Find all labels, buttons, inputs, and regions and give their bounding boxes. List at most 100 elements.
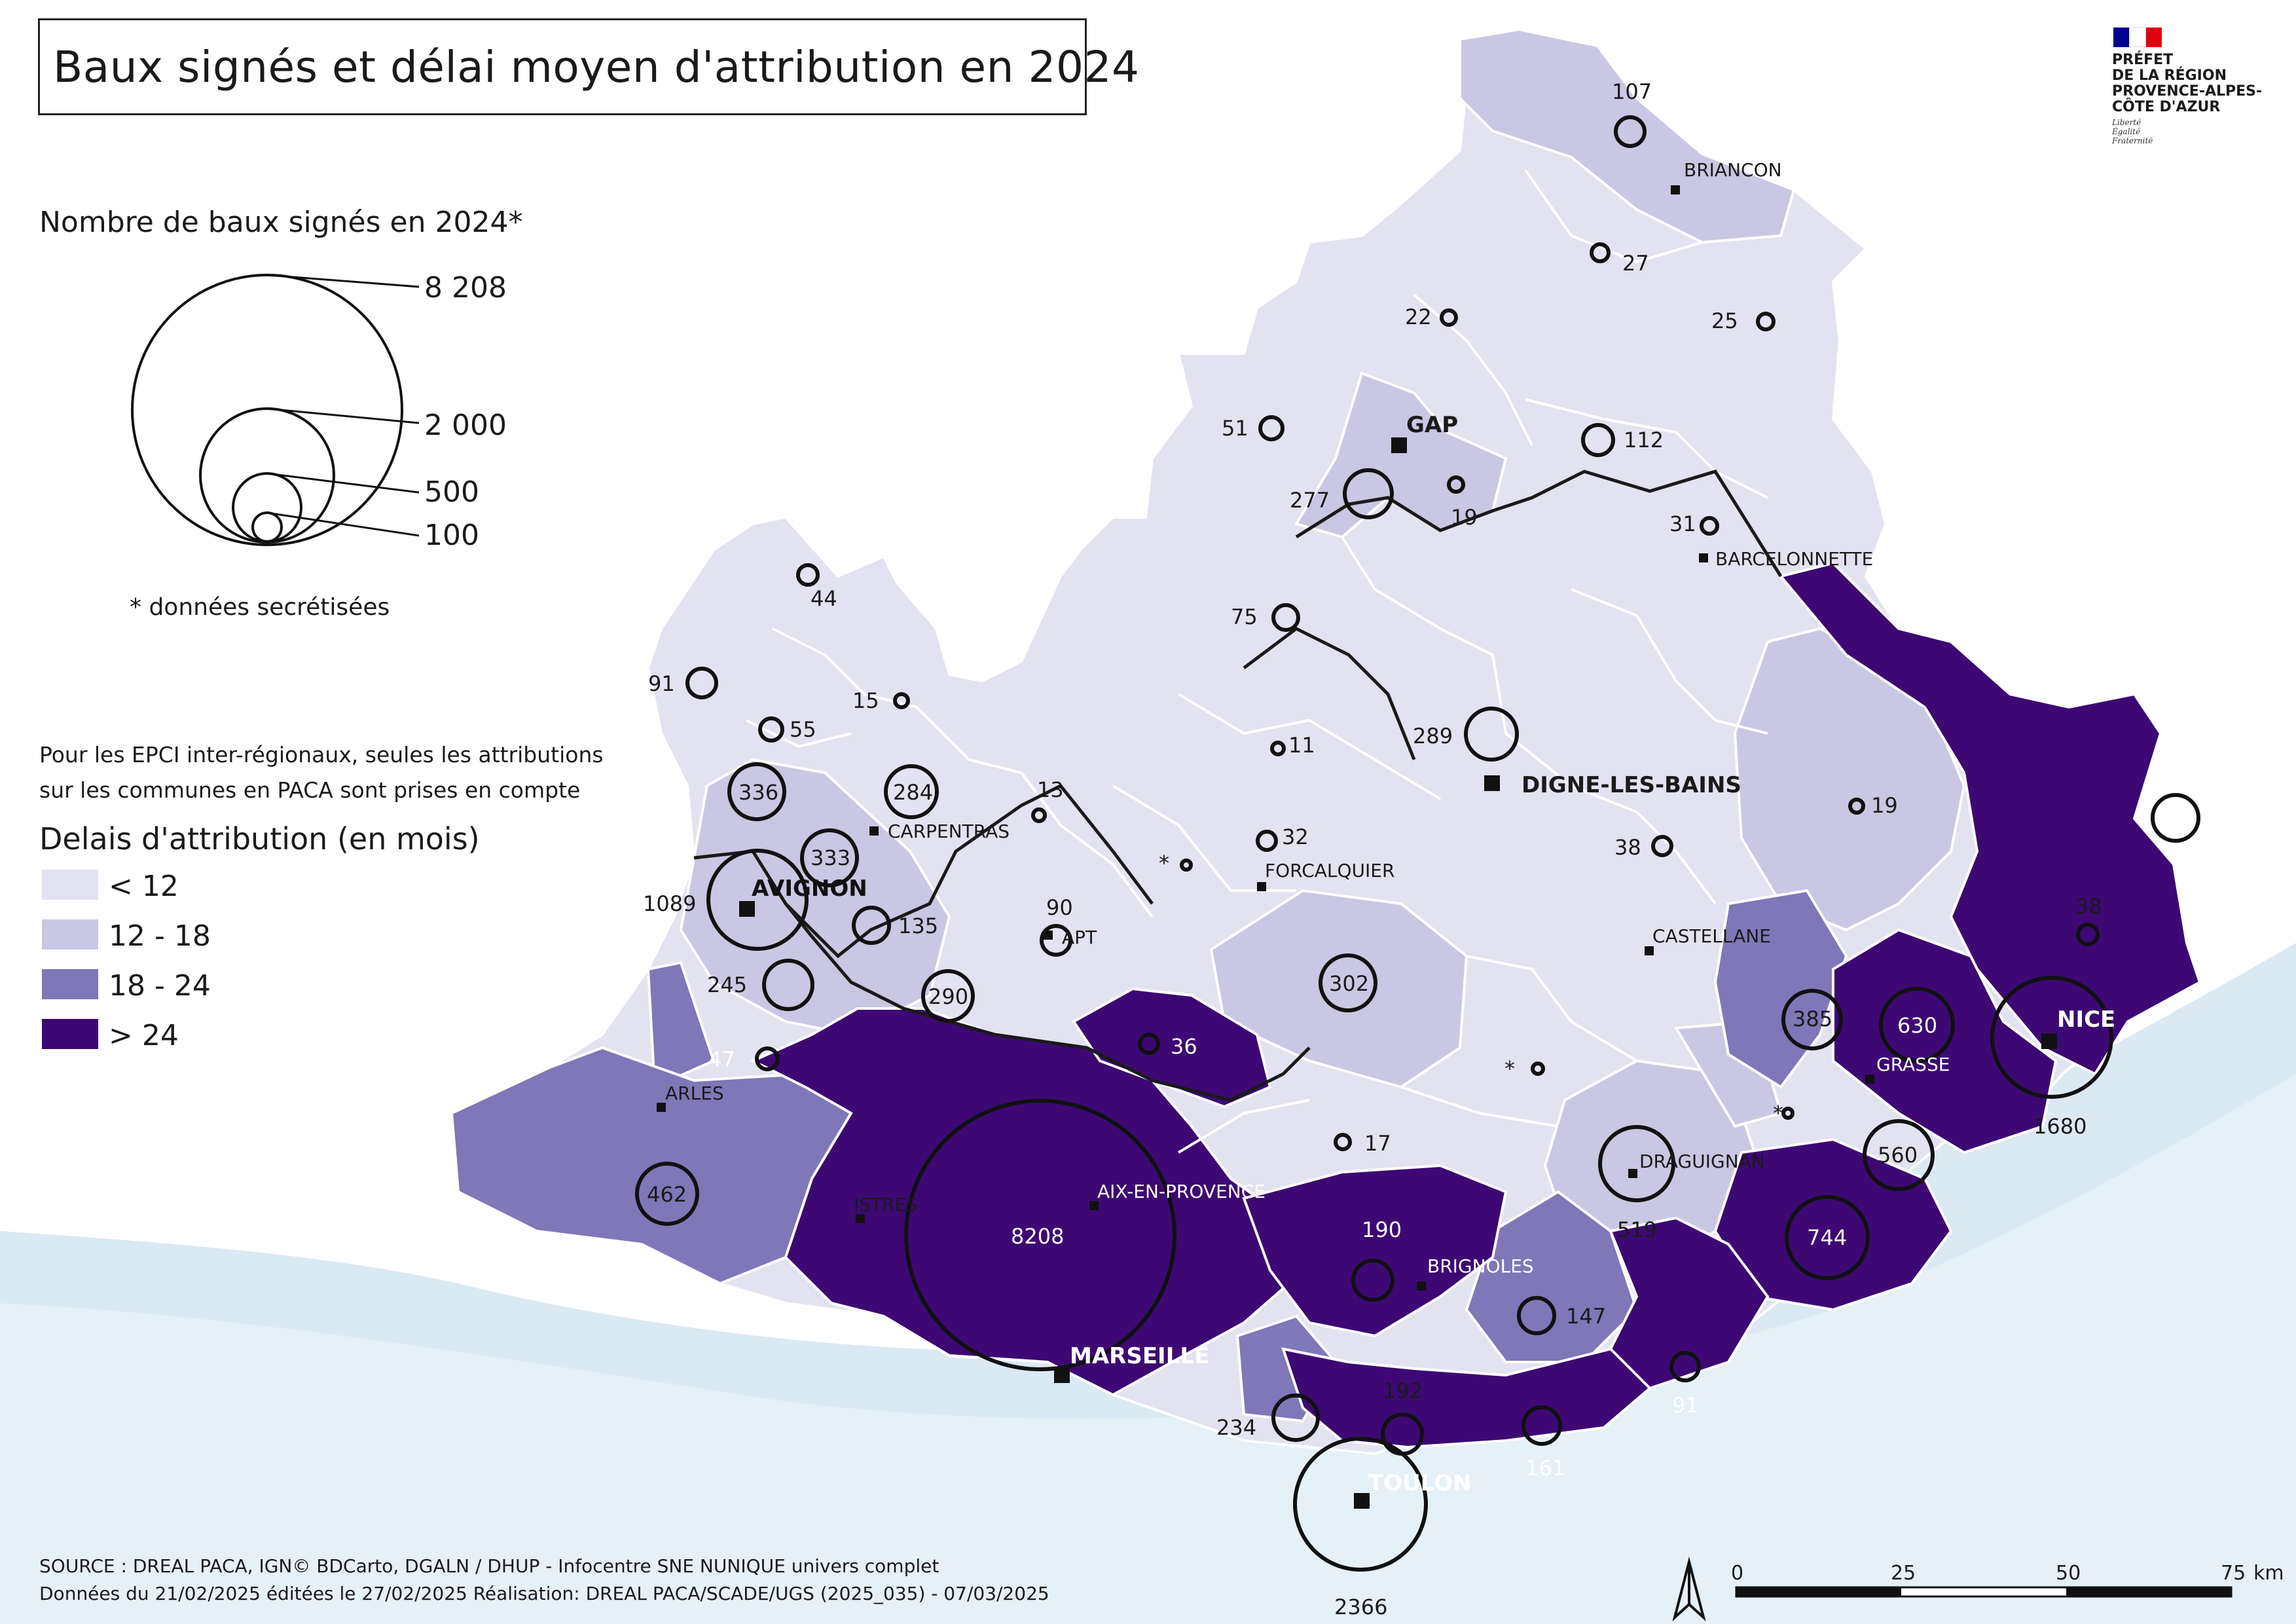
logo-motto-2: Égalité bbox=[2112, 127, 2141, 136]
logo-motto-1: Liberté bbox=[2112, 118, 2141, 127]
value-333: 333 bbox=[811, 845, 851, 870]
value-234: 234 bbox=[1216, 1415, 1257, 1440]
value-2366: 2366 bbox=[1334, 1595, 1388, 1619]
value-19-ubaye: 19 bbox=[1451, 505, 1478, 530]
value-91-cotes: 91 bbox=[1672, 1393, 1699, 1418]
epci-note-line-2: sur les communes en PACA sont prises en … bbox=[39, 777, 581, 803]
city-label-forcalquier: FORCALQUIER bbox=[1265, 860, 1395, 881]
city-label-marseille: MARSEILLE bbox=[1070, 1343, 1210, 1369]
value-13: 13 bbox=[1037, 777, 1064, 802]
class-over-24 bbox=[750, 561, 2202, 1449]
north-arrow bbox=[1672, 1557, 1706, 1621]
value-19-haut-var: 19 bbox=[1871, 793, 1898, 818]
source-line-1: SOURCE : DREAL PACA, IGN© BDCarto, DGALN… bbox=[39, 1555, 939, 1577]
swatch-over-24 bbox=[42, 1019, 98, 1049]
epci-note-line-1: Pour les EPCI inter-régionaux, seules le… bbox=[39, 742, 604, 767]
city-label-barcelonnette: BARCELONNETTE bbox=[1715, 548, 1874, 570]
size-legend-8208: 8 208 bbox=[424, 271, 507, 304]
value-51: 51 bbox=[1222, 416, 1248, 441]
city-label-brignoles: BRIGNOLES bbox=[1427, 1255, 1534, 1277]
swatch-12-18 bbox=[42, 919, 98, 950]
border-hautes-alpes bbox=[1295, 470, 1783, 578]
value-519: 519 bbox=[1617, 1217, 1658, 1242]
size-legend-500: 500 bbox=[424, 475, 479, 509]
logo-line-3: PROVENCE-ALPES- bbox=[2112, 83, 2263, 100]
value-32: 32 bbox=[1282, 824, 1309, 849]
value-27: 27 bbox=[1622, 251, 1649, 276]
logo-line-4: CÔTE D'AZUR bbox=[2112, 99, 2221, 115]
city-label-gap: GAP bbox=[1406, 412, 1459, 438]
size-legend-circles bbox=[131, 274, 403, 546]
value-38-digne: 38 bbox=[1614, 835, 1641, 860]
delay-legend-heading: Delais d'attribution (en mois) bbox=[39, 821, 480, 857]
city-label-avignon: AVIGNON bbox=[752, 876, 867, 902]
value-75: 75 bbox=[1231, 604, 1258, 629]
value-630: 630 bbox=[1897, 1013, 1938, 1038]
city-label-arles: ARLES bbox=[665, 1082, 724, 1104]
value-112: 112 bbox=[1624, 428, 1664, 452]
value-190: 190 bbox=[1362, 1217, 1402, 1242]
scale-tick-75: 75 bbox=[2221, 1562, 2246, 1585]
epci-borders bbox=[746, 169, 1768, 1154]
city-label-toulon: TOULON bbox=[1368, 1470, 1472, 1496]
value-744: 744 bbox=[1807, 1225, 1848, 1250]
value-336: 336 bbox=[738, 780, 779, 805]
size-legend-heading: Nombre de baux signés en 2024* bbox=[39, 206, 523, 239]
value-star-var: * bbox=[1504, 1056, 1515, 1081]
value-1680: 1680 bbox=[2033, 1114, 2087, 1139]
value-star-esterel: * bbox=[1773, 1101, 1783, 1126]
swatch-18-24 bbox=[42, 969, 98, 999]
value-22: 22 bbox=[1405, 304, 1432, 329]
border-ubaye bbox=[1243, 627, 1416, 760]
value-1089: 1089 bbox=[643, 891, 697, 916]
size-legend-100: 100 bbox=[424, 519, 479, 552]
source-line-2: Données du 21/02/2025 éditées le 27/02/2… bbox=[39, 1583, 1049, 1604]
city-label-castellane: CASTELLANE bbox=[1652, 925, 1771, 947]
value-8208: 8208 bbox=[1011, 1224, 1065, 1249]
scale-tick-25: 25 bbox=[1891, 1562, 1916, 1585]
value-38-cotes: 38 bbox=[2075, 894, 2102, 919]
city-label-apt: APT bbox=[1062, 927, 1097, 948]
class-18-24 bbox=[450, 889, 1848, 1423]
value-385: 385 bbox=[1793, 1006, 1833, 1031]
size-legend-leaders bbox=[266, 274, 420, 537]
value-284: 284 bbox=[893, 780, 934, 805]
value-17: 17 bbox=[1364, 1131, 1391, 1156]
logo-line-2: DE LA RÉGION bbox=[2112, 67, 2227, 84]
city-markers bbox=[657, 185, 2057, 1509]
delay-class-2: 12 - 18 bbox=[109, 919, 211, 953]
value-47: 47 bbox=[708, 1047, 735, 1072]
flag-icon bbox=[2113, 28, 2162, 47]
value-44: 44 bbox=[811, 586, 837, 611]
value-161: 161 bbox=[1525, 1456, 1566, 1481]
value-135: 135 bbox=[898, 913, 939, 938]
value-90: 90 bbox=[1046, 895, 1073, 920]
value-25: 25 bbox=[1711, 308, 1738, 333]
value-290: 290 bbox=[928, 984, 969, 1009]
border-vaucluse bbox=[784, 783, 1154, 959]
swatch-under-12 bbox=[42, 870, 98, 900]
value-147: 147 bbox=[1566, 1304, 1607, 1329]
map-title: Baux signés et délai moyen d'attribution… bbox=[53, 41, 1140, 92]
value-31: 31 bbox=[1669, 511, 1696, 536]
logo-line-1: PRÉFET bbox=[2112, 52, 2174, 68]
value-91-vaucluse: 91 bbox=[648, 671, 675, 696]
size-legend-2000: 2 000 bbox=[424, 409, 507, 442]
city-label-digne: DIGNE-LES-BAINS bbox=[1522, 772, 1741, 798]
value-277: 277 bbox=[1290, 488, 1330, 513]
city-label-aix: AIX-EN-PROVENCE bbox=[1097, 1181, 1266, 1202]
city-label-briancon: BRIANCON bbox=[1684, 159, 1782, 181]
city-label-carpentras: CARPENTRAS bbox=[888, 821, 1010, 842]
secret-note: * données secrétisées bbox=[130, 594, 390, 621]
value-241: 241 bbox=[2157, 763, 2198, 788]
title-box: Baux signés et délai moyen d'attribution… bbox=[38, 18, 1139, 115]
scale-unit: km bbox=[2253, 1562, 2284, 1585]
city-label-istres: ISTRES bbox=[854, 1194, 919, 1215]
delay-class-4: > 24 bbox=[109, 1019, 179, 1052]
value-245: 245 bbox=[707, 972, 748, 997]
city-label-grasse: GRASSE bbox=[1876, 1054, 1950, 1075]
scale-bar bbox=[1735, 1586, 2232, 1598]
scale-tick-0: 0 bbox=[1731, 1562, 1744, 1585]
